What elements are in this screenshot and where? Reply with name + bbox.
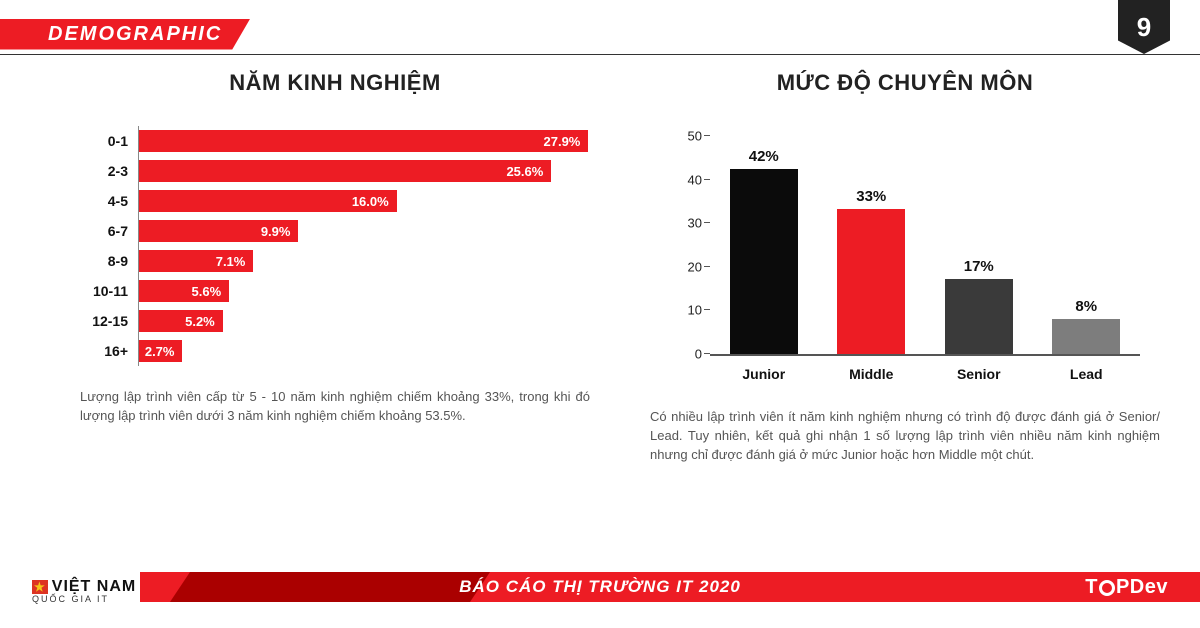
- vchart-xlabel: Senior: [931, 360, 1026, 386]
- vchart-xlabel: Middle: [824, 360, 919, 386]
- header-title: DEMOGRAPHIC: [0, 19, 250, 50]
- hbar-fill: 16.0%: [139, 190, 397, 212]
- hbar-label: 8-9: [90, 253, 138, 269]
- hbar-row: 10-115.6%: [90, 276, 590, 306]
- hbar-row: 12-155.2%: [90, 306, 590, 336]
- level-caption: Có nhiều lập trình viên ít năm kinh nghi…: [650, 408, 1160, 465]
- vbar: [945, 279, 1013, 354]
- level-chart-bars: 42% 33% 17% 8%: [710, 136, 1140, 354]
- hbar-label: 12-15: [90, 313, 138, 329]
- level-column: MỨC ĐỘ CHUYÊN MÔN 42% 33% 17% 8% 0 10 20 30 40 5…: [650, 70, 1160, 465]
- hbar-track: 5.6%: [138, 276, 590, 306]
- hbar-label: 2-3: [90, 163, 138, 179]
- page-number-tab: 9: [1118, 0, 1170, 54]
- vbar-wrap: 33%: [824, 188, 919, 354]
- hbar-track: 9.9%: [138, 216, 590, 246]
- vbar-wrap: 17%: [931, 258, 1026, 354]
- hbar-fill: 7.1%: [139, 250, 253, 272]
- header-banner: DEMOGRAPHIC: [0, 18, 250, 50]
- hbar-row: 16+2.7%: [90, 336, 590, 366]
- level-chart-plot: 42%33%17%8% 01020304050: [710, 136, 1140, 356]
- vbar-wrap: 42%: [716, 148, 811, 354]
- vchart-dash: [704, 222, 710, 223]
- vchart-ytick: 0: [672, 347, 702, 362]
- vchart-dash: [704, 309, 710, 310]
- hbar-row: 0-127.9%: [90, 126, 590, 156]
- footer: ★ VIỆT NAM QUỐC GIA IT BÁO CÁO THỊ TRƯỜN…: [0, 570, 1200, 610]
- vchart-dash: [704, 353, 710, 354]
- hbar-label: 16+: [90, 343, 138, 359]
- level-chart-xlabels: Junior Middle Senior Lead: [710, 360, 1140, 386]
- vchart-ytick: 20: [672, 259, 702, 274]
- vchart-ytick: 10: [672, 303, 702, 318]
- hbar-fill: 5.2%: [139, 310, 223, 332]
- hbar-track: 27.9%: [138, 126, 590, 156]
- footer-logo-right: T PDev: [1085, 572, 1168, 602]
- hbar-track: 7.1%: [138, 246, 590, 276]
- vbar-value-label: 8%: [1075, 298, 1097, 315]
- hbar-fill: 25.6%: [139, 160, 551, 182]
- vbar-value-label: 33%: [856, 188, 886, 205]
- vbar: [730, 169, 798, 354]
- vbar-wrap: 8%: [1039, 298, 1134, 354]
- hbar-row: 8-97.1%: [90, 246, 590, 276]
- vbar-value-label: 17%: [964, 258, 994, 275]
- experience-caption: Lượng lập trình viên cấp từ 5 - 10 năm k…: [80, 388, 590, 426]
- level-chart-title: MỨC ĐỘ CHUYÊN MÔN: [650, 70, 1160, 96]
- experience-column: NĂM KINH NGHIỆM 0-127.9%2-325.6%4-516.0%…: [80, 70, 590, 465]
- hbar-label: 6-7: [90, 223, 138, 239]
- hbar-row: 4-516.0%: [90, 186, 590, 216]
- vchart-ytick: 30: [672, 216, 702, 231]
- header-divider: [0, 54, 1200, 55]
- vchart-ytick: 50: [672, 129, 702, 144]
- vchart-dash: [704, 266, 710, 267]
- footer-right-suffix: PDev: [1116, 576, 1168, 599]
- vchart-xlabel: Junior: [716, 360, 811, 386]
- level-bar-chart: 42% 33% 17% 8% 0 10 20 30 40 50 Junior Middle Seni…: [670, 126, 1140, 386]
- experience-chart-title: NĂM KINH NGHIỆM: [80, 70, 590, 96]
- footer-right-prefix: T: [1085, 576, 1098, 599]
- hbar-row: 2-325.6%: [90, 156, 590, 186]
- hbar-row: 6-79.9%: [90, 216, 590, 246]
- vbar: [837, 209, 905, 354]
- hbar-fill: 27.9%: [139, 130, 588, 152]
- vbar: [1052, 319, 1120, 354]
- vchart-dash: [704, 135, 710, 136]
- content-area: NĂM KINH NGHIỆM 0-127.9%2-325.6%4-516.0%…: [80, 70, 1160, 465]
- circle-icon: [1099, 580, 1115, 596]
- hbar-track: 16.0%: [138, 186, 590, 216]
- hbar-track: 2.7%: [138, 336, 590, 366]
- experience-bar-chart: 0-127.9%2-325.6%4-516.0%6-79.9%8-97.1%10…: [90, 126, 590, 366]
- hbar-fill: 9.9%: [139, 220, 298, 242]
- vchart-xlabel: Lead: [1039, 360, 1134, 386]
- vchart-dash: [704, 179, 710, 180]
- vchart-ytick: 40: [672, 172, 702, 187]
- hbar-fill: 2.7%: [139, 340, 182, 362]
- hbar-label: 0-1: [90, 133, 138, 149]
- hbar-track: 25.6%: [138, 156, 590, 186]
- hbar-label: 10-11: [90, 283, 138, 299]
- hbar-track: 5.2%: [138, 306, 590, 336]
- vbar-value-label: 42%: [749, 148, 779, 165]
- hbar-label: 4-5: [90, 193, 138, 209]
- footer-center-title: BÁO CÁO THỊ TRƯỜNG IT 2020: [0, 572, 1200, 602]
- hbar-fill: 5.6%: [139, 280, 229, 302]
